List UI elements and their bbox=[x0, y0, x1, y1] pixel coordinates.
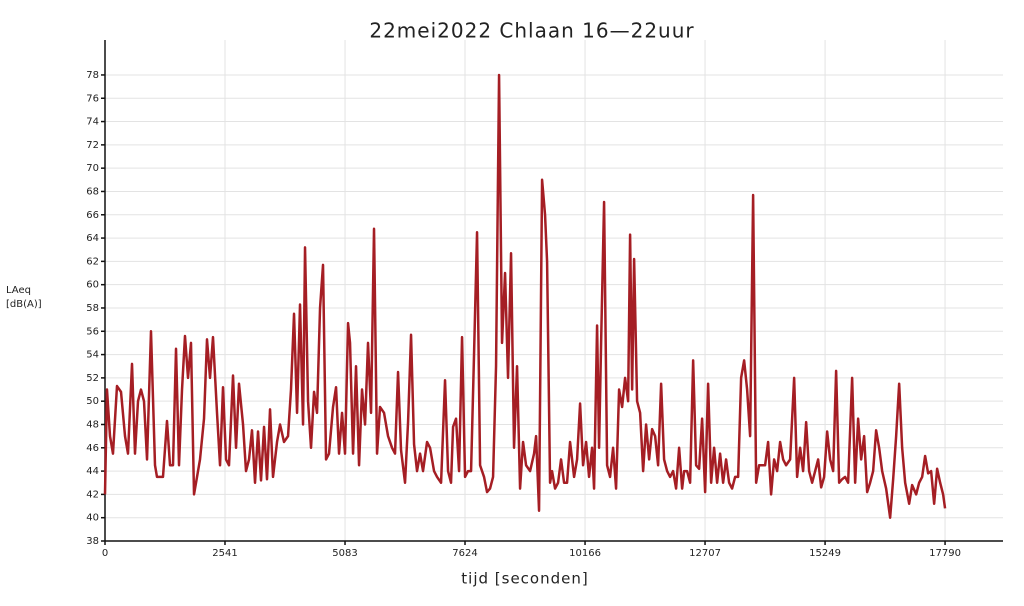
y-axis-label: [dB(A)] bbox=[6, 299, 42, 310]
y-tick-label: 54 bbox=[86, 350, 99, 361]
y-tick-label: 50 bbox=[86, 396, 99, 407]
y-tick-label: 68 bbox=[86, 186, 99, 197]
y-tick-label: 62 bbox=[86, 256, 99, 267]
x-tick-label: 0 bbox=[102, 548, 108, 559]
y-tick-label: 58 bbox=[86, 303, 99, 314]
y-tick-label: 60 bbox=[86, 280, 99, 291]
y-tick-label: 76 bbox=[86, 93, 99, 104]
x-tick-label: 7624 bbox=[452, 548, 477, 559]
y-tick-label: 74 bbox=[86, 117, 99, 128]
y-tick-label: 72 bbox=[86, 140, 99, 151]
x-tick-label: 2541 bbox=[212, 548, 237, 559]
y-tick-label: 42 bbox=[86, 489, 99, 500]
y-tick-label: 52 bbox=[86, 373, 99, 384]
x-tick-label: 10166 bbox=[569, 548, 601, 559]
y-tick-label: 78 bbox=[86, 70, 99, 81]
y-axis-label: LAeq bbox=[6, 285, 31, 296]
data-line bbox=[103, 73, 947, 519]
y-tick-label: 38 bbox=[86, 536, 99, 547]
x-axis-label: tijd [seconden] bbox=[461, 570, 588, 588]
x-tick-label: 12707 bbox=[689, 548, 721, 559]
x-tick-label: 17790 bbox=[929, 548, 961, 559]
y-tick-label: 64 bbox=[86, 233, 99, 244]
y-tick-label: 70 bbox=[86, 163, 99, 174]
y-tick-label: 66 bbox=[86, 210, 99, 221]
chart-title: 22mei2022 Chlaan 16—22uur bbox=[369, 19, 694, 43]
x-tick-label: 15249 bbox=[809, 548, 841, 559]
y-tick-label: 56 bbox=[86, 326, 99, 337]
x-tick-label: 5083 bbox=[332, 548, 357, 559]
y-tick-label: 40 bbox=[86, 513, 99, 524]
y-tick-label: 44 bbox=[86, 466, 99, 477]
y-tick-label: 46 bbox=[86, 443, 99, 454]
y-tick-label: 48 bbox=[86, 419, 99, 430]
